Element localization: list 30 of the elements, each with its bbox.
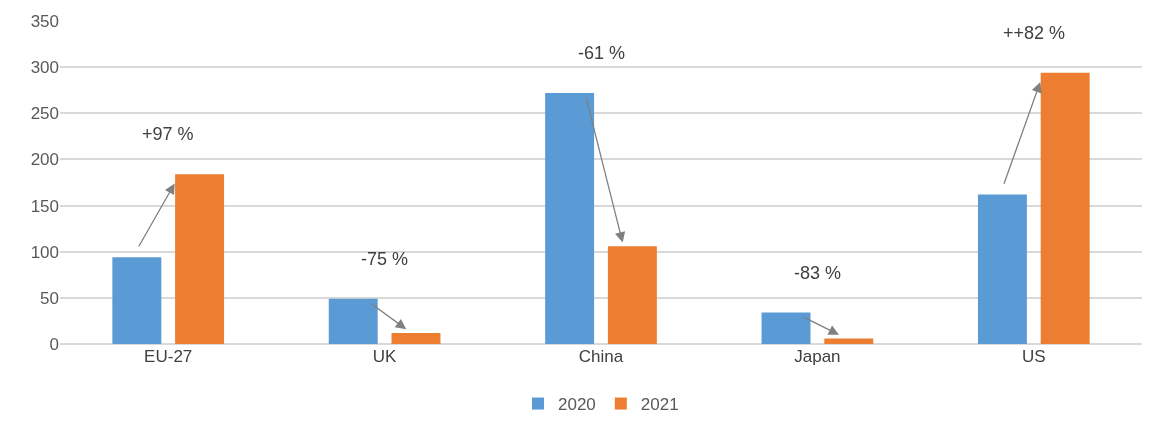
bar xyxy=(175,174,225,344)
annotation: -75 % xyxy=(361,249,409,269)
annotation: -61 % xyxy=(578,43,626,63)
bar xyxy=(328,298,378,344)
y-tick-label: 50 xyxy=(40,288,59,308)
bar xyxy=(112,257,162,344)
y-tick-label: 300 xyxy=(30,58,59,78)
x-tick-label: US xyxy=(1021,347,1046,366)
legend-label: 2020 xyxy=(558,395,596,415)
annotation: ++82 % xyxy=(1003,23,1066,43)
y-tick-label: 100 xyxy=(30,242,59,262)
y-tick-label: 0 xyxy=(49,334,59,354)
x-tick-label: China xyxy=(578,347,624,366)
bar xyxy=(824,338,874,344)
x-tick-label: EU-27 xyxy=(144,347,193,366)
bar xyxy=(1040,72,1090,344)
bar xyxy=(977,194,1027,344)
y-tick-label: 150 xyxy=(30,196,59,216)
bar xyxy=(391,332,441,344)
y-tick-label: 200 xyxy=(30,150,59,170)
y-tick-label: 350 xyxy=(30,11,59,31)
bar xyxy=(607,246,657,344)
x-tick-label: Japan xyxy=(794,347,841,366)
annotation: -83 % xyxy=(794,263,842,283)
bar xyxy=(761,312,811,344)
annotation: +97 % xyxy=(142,124,194,144)
bar xyxy=(545,92,595,344)
y-tick-label: 250 xyxy=(30,104,59,124)
x-tick-label: UK xyxy=(372,347,398,366)
legend-label: 2021 xyxy=(640,395,679,415)
